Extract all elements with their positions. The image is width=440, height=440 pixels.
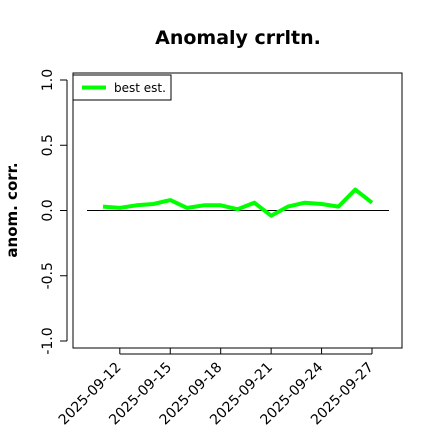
series-layer bbox=[102, 187, 374, 218]
y-axis: -1.0 -0.5 0.0 0.5 1.0 bbox=[40, 69, 68, 355]
plot-area bbox=[72, 72, 403, 349]
chart-title: Anomaly crrltn. bbox=[155, 27, 321, 49]
y-tick-label: 0.5 bbox=[40, 134, 56, 156]
x-axis: 2025-09-122025-09-152025-09-182025-09-21… bbox=[56, 348, 377, 428]
y-axis-label: anom. corr. bbox=[3, 162, 21, 257]
legend-label-best-est: best est. bbox=[114, 81, 166, 95]
y-tick-label: 1.0 bbox=[40, 69, 56, 91]
legend: best est. bbox=[72, 74, 172, 101]
series-line-best-est bbox=[102, 187, 374, 218]
y-tick-label: -0.5 bbox=[40, 262, 56, 289]
y-tick-label: 0.0 bbox=[40, 199, 56, 221]
y-tick-label: -1.0 bbox=[40, 327, 56, 354]
